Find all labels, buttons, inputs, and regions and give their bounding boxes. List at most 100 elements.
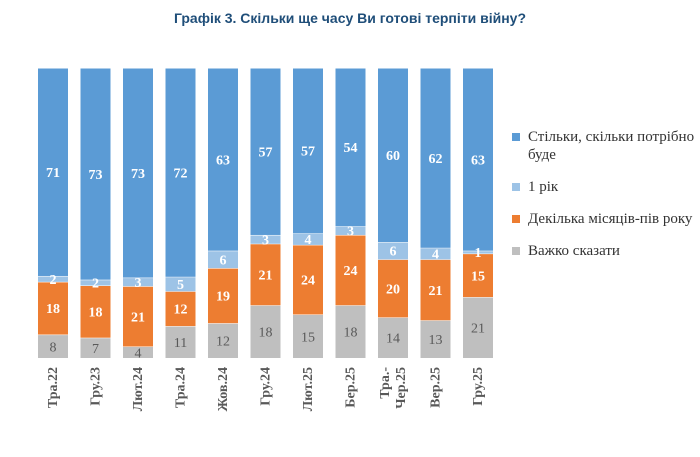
bar-segment bbox=[293, 233, 323, 245]
x-tick-label: Гру.24 bbox=[259, 367, 274, 406]
data-label: 72 bbox=[174, 166, 188, 181]
data-label: 18 bbox=[46, 302, 60, 317]
legend-label: 1 рік bbox=[528, 179, 559, 195]
bar-segment bbox=[250, 68, 281, 235]
data-label: 12 bbox=[174, 303, 188, 318]
legend: Стільки, скільки потрібно буде 1 рік Декіл… bbox=[512, 128, 700, 274]
bar-segment bbox=[250, 305, 281, 358]
data-label: 73 bbox=[131, 167, 145, 182]
bar-segment bbox=[165, 326, 196, 358]
bar-segment bbox=[420, 320, 451, 358]
bar-segment bbox=[335, 68, 366, 227]
x-tick-labels: Тра.22 Гру.23 Лют.24 Тра.24 Жов.24 Гру.24 Лют.… bbox=[46, 367, 486, 412]
bar-segment bbox=[123, 277, 153, 287]
data-label: 6 bbox=[390, 245, 397, 260]
bar-segment bbox=[293, 244, 323, 315]
bar-segment bbox=[378, 259, 408, 318]
data-label: 4 bbox=[432, 248, 439, 263]
legend-label: Стільки, скільки потрібно буде bbox=[528, 129, 695, 163]
data-label: 71 bbox=[46, 166, 60, 181]
data-label: 57 bbox=[301, 145, 315, 160]
legend-swatch bbox=[512, 215, 520, 223]
data-label: 18 bbox=[89, 306, 103, 321]
legend-item: Стільки, скільки потрібно буде bbox=[512, 128, 700, 164]
bar-segment bbox=[80, 68, 111, 280]
bar-segment bbox=[38, 334, 68, 358]
x-tick-label: Лют.24 bbox=[131, 367, 146, 411]
bar-segment bbox=[293, 314, 323, 358]
bar-segment bbox=[420, 68, 451, 248]
bar-segment bbox=[463, 68, 493, 251]
data-label: 18 bbox=[259, 326, 273, 341]
legend-item: Важко сказати bbox=[512, 242, 700, 260]
x-tick-label: Лют.25 bbox=[301, 367, 316, 411]
data-label: 20 bbox=[386, 282, 400, 297]
bar-segment bbox=[80, 285, 111, 338]
labels-layer: 8182717182734213731112572121966318213571… bbox=[46, 141, 485, 361]
x-tick-label: Бер.25 bbox=[344, 367, 359, 408]
data-label: 11 bbox=[174, 336, 187, 351]
legend-item: Декілька місяців-пів року bbox=[512, 210, 700, 228]
legend-item: 1 рік bbox=[512, 178, 700, 196]
data-label: 18 bbox=[344, 326, 358, 341]
legend-label: Важко сказати bbox=[528, 243, 620, 259]
bar-segment bbox=[335, 226, 366, 235]
bar-segment bbox=[208, 323, 238, 358]
bar-segment bbox=[335, 305, 366, 358]
data-label: 13 bbox=[429, 333, 443, 348]
bar-segment bbox=[123, 286, 153, 347]
bar-segment bbox=[38, 68, 68, 276]
bar-segment bbox=[123, 68, 153, 278]
bar-segment bbox=[378, 242, 408, 260]
data-label: 73 bbox=[89, 168, 103, 183]
bar-segment bbox=[38, 275, 68, 282]
data-label: 54 bbox=[344, 141, 358, 156]
bar-segment bbox=[165, 68, 196, 277]
data-label: 3 bbox=[347, 225, 354, 240]
data-label: 3 bbox=[262, 233, 269, 248]
data-label: 3 bbox=[135, 276, 142, 291]
bar-segment bbox=[463, 297, 493, 358]
data-label: 60 bbox=[386, 149, 400, 164]
data-label: 24 bbox=[301, 274, 315, 289]
x-tick-label: Тра.24 bbox=[174, 367, 189, 408]
data-label: 15 bbox=[471, 269, 485, 284]
data-label: 15 bbox=[301, 330, 315, 345]
bar-segment bbox=[250, 243, 281, 306]
data-label: 19 bbox=[216, 290, 230, 305]
bar-segment bbox=[80, 337, 111, 358]
legend-swatch bbox=[512, 133, 520, 141]
bar-segment bbox=[208, 250, 238, 269]
x-tick-label: Жов.24 bbox=[216, 367, 231, 412]
data-label: 57 bbox=[259, 145, 273, 160]
legend-swatch bbox=[512, 247, 520, 255]
data-label: 21 bbox=[259, 269, 273, 284]
data-label: 21 bbox=[471, 322, 485, 337]
bar-segment bbox=[378, 317, 408, 358]
x-tick-label: Тра.-Чер.25 bbox=[378, 367, 409, 409]
bar-segment bbox=[250, 234, 281, 244]
x-tick-label: Гру.23 bbox=[89, 367, 104, 406]
data-label: 6 bbox=[220, 253, 227, 268]
x-tick-label-line: Чер.25 bbox=[394, 367, 409, 409]
bar-segment bbox=[80, 279, 111, 286]
data-label: 14 bbox=[386, 332, 400, 347]
bar-segment bbox=[293, 68, 323, 234]
data-label: 1 bbox=[475, 246, 482, 261]
data-label: 7 bbox=[92, 342, 99, 357]
data-label: 5 bbox=[177, 278, 184, 293]
data-label: 2 bbox=[50, 273, 57, 288]
x-tick-label-line: Тра.- bbox=[378, 367, 393, 399]
data-label: 24 bbox=[344, 264, 358, 279]
x-tick-label: Гру.25 bbox=[471, 367, 486, 406]
bar-segment bbox=[165, 276, 196, 292]
bars-layer bbox=[38, 67, 493, 358]
data-label: 63 bbox=[471, 153, 485, 168]
bar-segment bbox=[123, 346, 153, 358]
bar-segment bbox=[208, 68, 238, 251]
bar-segment bbox=[208, 268, 238, 324]
bar-segment bbox=[165, 291, 196, 327]
x-tick-label: Вер.25 bbox=[429, 367, 444, 408]
legend-label: Декілька місяців-пів року bbox=[528, 211, 693, 227]
